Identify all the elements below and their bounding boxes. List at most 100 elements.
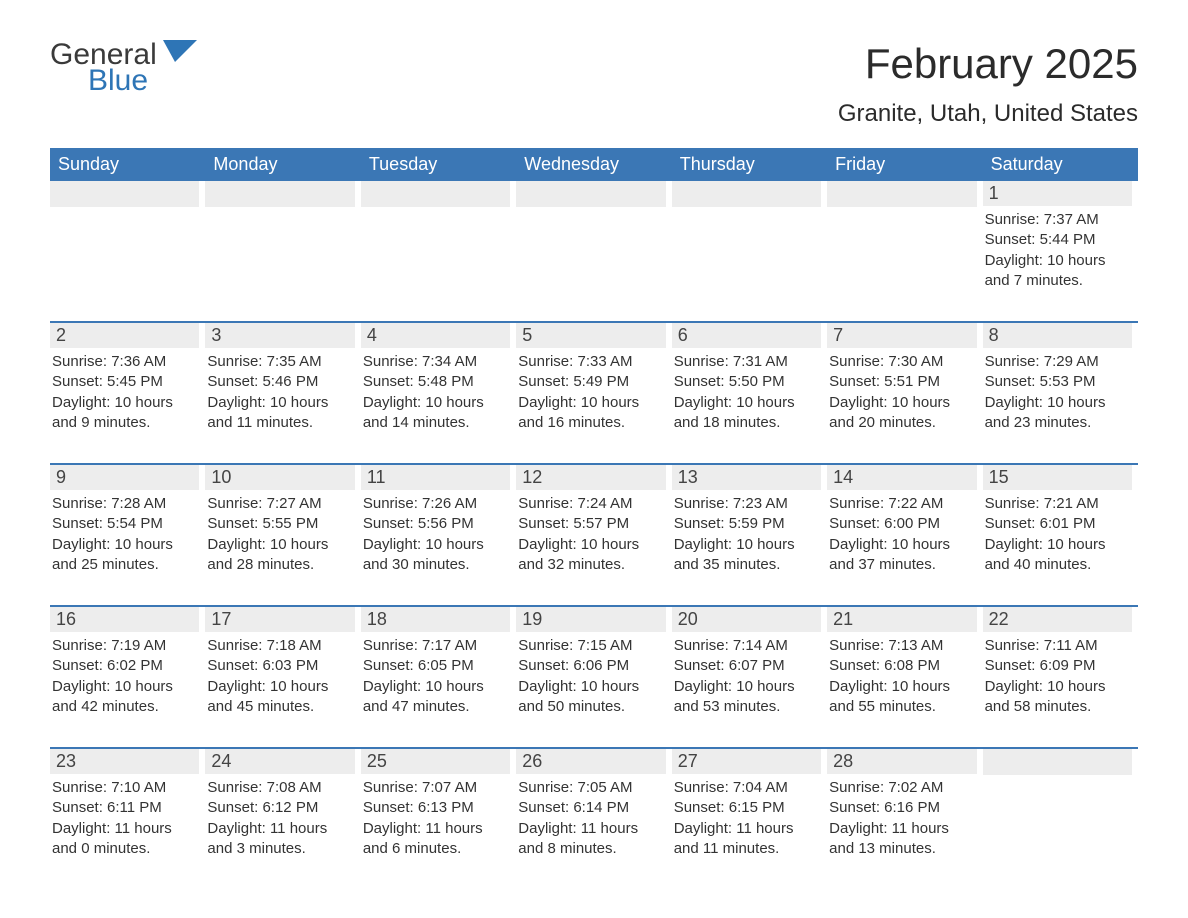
- weekday-header: Friday: [827, 148, 982, 181]
- daylight-text: Daylight: 10 hours and 20 minutes.: [829, 393, 974, 434]
- day-cell: 28Sunrise: 7:02 AMSunset: 6:16 PMDayligh…: [827, 749, 982, 865]
- sunrise-text: Sunrise: 7:14 AM: [674, 636, 819, 656]
- day-cell: 2Sunrise: 7:36 AMSunset: 5:45 PMDaylight…: [50, 323, 205, 439]
- day-cell: 13Sunrise: 7:23 AMSunset: 5:59 PMDayligh…: [672, 465, 827, 581]
- daylight-text: Daylight: 11 hours and 8 minutes.: [518, 819, 663, 860]
- sunset-text: Sunset: 5:46 PM: [207, 372, 352, 392]
- sunrise-text: Sunrise: 7:05 AM: [518, 778, 663, 798]
- daylight-text: Daylight: 10 hours and 55 minutes.: [829, 677, 974, 718]
- day-content: Sunrise: 7:33 AMSunset: 5:49 PMDaylight:…: [516, 348, 665, 433]
- day-cell: [827, 181, 982, 297]
- week-row: 1Sunrise: 7:37 AMSunset: 5:44 PMDaylight…: [50, 181, 1138, 297]
- sunrise-text: Sunrise: 7:23 AM: [674, 494, 819, 514]
- weekday-header-row: Sunday Monday Tuesday Wednesday Thursday…: [50, 148, 1138, 181]
- day-number: 10: [205, 465, 354, 490]
- day-content: Sunrise: 7:37 AMSunset: 5:44 PMDaylight:…: [983, 206, 1132, 291]
- sunrise-text: Sunrise: 7:11 AM: [985, 636, 1130, 656]
- sunset-text: Sunset: 6:11 PM: [52, 798, 197, 818]
- daylight-text: Daylight: 10 hours and 11 minutes.: [207, 393, 352, 434]
- sunrise-text: Sunrise: 7:34 AM: [363, 352, 508, 372]
- sunset-text: Sunset: 5:49 PM: [518, 372, 663, 392]
- sunrise-text: Sunrise: 7:17 AM: [363, 636, 508, 656]
- sunset-text: Sunset: 5:45 PM: [52, 372, 197, 392]
- day-cell: 9Sunrise: 7:28 AMSunset: 5:54 PMDaylight…: [50, 465, 205, 581]
- sunset-text: Sunset: 5:44 PM: [985, 230, 1130, 250]
- day-cell: 25Sunrise: 7:07 AMSunset: 6:13 PMDayligh…: [361, 749, 516, 865]
- sunset-text: Sunset: 6:07 PM: [674, 656, 819, 676]
- sunrise-text: Sunrise: 7:35 AM: [207, 352, 352, 372]
- day-cell: [361, 181, 516, 297]
- day-content: Sunrise: 7:18 AMSunset: 6:03 PMDaylight:…: [205, 632, 354, 717]
- sunrise-text: Sunrise: 7:08 AM: [207, 778, 352, 798]
- day-number: 28: [827, 749, 976, 774]
- daylight-text: Daylight: 11 hours and 13 minutes.: [829, 819, 974, 860]
- sunrise-text: Sunrise: 7:24 AM: [518, 494, 663, 514]
- day-number: 17: [205, 607, 354, 632]
- day-content: Sunrise: 7:29 AMSunset: 5:53 PMDaylight:…: [983, 348, 1132, 433]
- weekday-header: Saturday: [983, 148, 1138, 181]
- day-content: Sunrise: 7:04 AMSunset: 6:15 PMDaylight:…: [672, 774, 821, 859]
- daylight-text: Daylight: 10 hours and 30 minutes.: [363, 535, 508, 576]
- daylight-text: Daylight: 10 hours and 53 minutes.: [674, 677, 819, 718]
- sunset-text: Sunset: 5:56 PM: [363, 514, 508, 534]
- day-cell: 4Sunrise: 7:34 AMSunset: 5:48 PMDaylight…: [361, 323, 516, 439]
- sunset-text: Sunset: 6:06 PM: [518, 656, 663, 676]
- day-content: Sunrise: 7:28 AMSunset: 5:54 PMDaylight:…: [50, 490, 199, 575]
- sunset-text: Sunset: 6:02 PM: [52, 656, 197, 676]
- sunset-text: Sunset: 6:08 PM: [829, 656, 974, 676]
- sunset-text: Sunset: 6:12 PM: [207, 798, 352, 818]
- sunrise-text: Sunrise: 7:37 AM: [985, 210, 1130, 230]
- day-content: Sunrise: 7:15 AMSunset: 6:06 PMDaylight:…: [516, 632, 665, 717]
- day-number: 2: [50, 323, 199, 348]
- day-cell: [672, 181, 827, 297]
- sunset-text: Sunset: 5:48 PM: [363, 372, 508, 392]
- sunrise-text: Sunrise: 7:13 AM: [829, 636, 974, 656]
- logo-blue-text: Blue: [88, 66, 197, 96]
- week-row: 2Sunrise: 7:36 AMSunset: 5:45 PMDaylight…: [50, 321, 1138, 439]
- calendar: Sunday Monday Tuesday Wednesday Thursday…: [50, 148, 1138, 865]
- sunrise-text: Sunrise: 7:30 AM: [829, 352, 974, 372]
- logo-flag-icon: [163, 40, 197, 67]
- day-cell: 5Sunrise: 7:33 AMSunset: 5:49 PMDaylight…: [516, 323, 671, 439]
- sunset-text: Sunset: 5:51 PM: [829, 372, 974, 392]
- location-text: Granite, Utah, United States: [838, 100, 1138, 128]
- day-cell: 3Sunrise: 7:35 AMSunset: 5:46 PMDaylight…: [205, 323, 360, 439]
- sunrise-text: Sunrise: 7:04 AM: [674, 778, 819, 798]
- day-content: Sunrise: 7:31 AMSunset: 5:50 PMDaylight:…: [672, 348, 821, 433]
- day-number: 11: [361, 465, 510, 490]
- day-number: [361, 181, 510, 207]
- day-content: Sunrise: 7:35 AMSunset: 5:46 PMDaylight:…: [205, 348, 354, 433]
- sunrise-text: Sunrise: 7:29 AM: [985, 352, 1130, 372]
- day-cell: 1Sunrise: 7:37 AMSunset: 5:44 PMDaylight…: [983, 181, 1138, 297]
- daylight-text: Daylight: 10 hours and 40 minutes.: [985, 535, 1130, 576]
- day-content: Sunrise: 7:08 AMSunset: 6:12 PMDaylight:…: [205, 774, 354, 859]
- sunrise-text: Sunrise: 7:31 AM: [674, 352, 819, 372]
- weekday-header: Tuesday: [361, 148, 516, 181]
- day-number: 25: [361, 749, 510, 774]
- logo: General Blue: [50, 40, 197, 96]
- day-number: 22: [983, 607, 1132, 632]
- daylight-text: Daylight: 10 hours and 7 minutes.: [985, 251, 1130, 292]
- sunset-text: Sunset: 6:15 PM: [674, 798, 819, 818]
- sunrise-text: Sunrise: 7:26 AM: [363, 494, 508, 514]
- daylight-text: Daylight: 11 hours and 6 minutes.: [363, 819, 508, 860]
- day-cell: [983, 749, 1138, 865]
- day-cell: 11 Sunrise: 7:26 AMSunset: 5:56 PMDayligh…: [361, 465, 516, 581]
- sunrise-text: Sunrise: 7:36 AM: [52, 352, 197, 372]
- sunset-text: Sunset: 6:13 PM: [363, 798, 508, 818]
- sunrise-text: Sunrise: 7:21 AM: [985, 494, 1130, 514]
- day-cell: [205, 181, 360, 297]
- day-cell: 16Sunrise: 7:19 AMSunset: 6:02 PMDayligh…: [50, 607, 205, 723]
- sunrise-text: Sunrise: 7:19 AM: [52, 636, 197, 656]
- day-number: [672, 181, 821, 207]
- daylight-text: Daylight: 10 hours and 42 minutes.: [52, 677, 197, 718]
- sunrise-text: Sunrise: 7:18 AM: [207, 636, 352, 656]
- weekday-header: Thursday: [672, 148, 827, 181]
- day-cell: 26Sunrise: 7:05 AMSunset: 6:14 PMDayligh…: [516, 749, 671, 865]
- daylight-text: Daylight: 10 hours and 58 minutes.: [985, 677, 1130, 718]
- day-content: Sunrise: 7:36 AMSunset: 5:45 PMDaylight:…: [50, 348, 199, 433]
- week-row: 23Sunrise: 7:10 AMSunset: 6:11 PMDayligh…: [50, 747, 1138, 865]
- day-number: 5: [516, 323, 665, 348]
- daylight-text: Daylight: 10 hours and 47 minutes.: [363, 677, 508, 718]
- daylight-text: Daylight: 10 hours and 9 minutes.: [52, 393, 197, 434]
